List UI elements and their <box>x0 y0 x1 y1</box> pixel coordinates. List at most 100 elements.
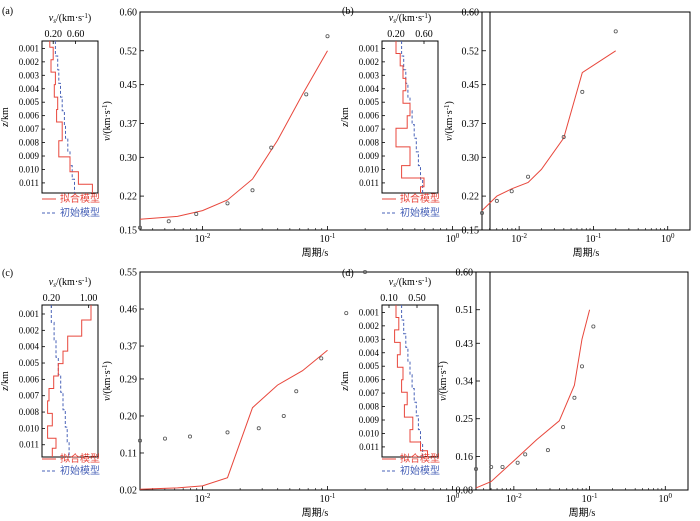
observed-point <box>473 467 478 472</box>
y-axis-exp: -1 <box>443 104 451 110</box>
depth-tick-label: 0.007 <box>359 124 380 134</box>
depth-axis-title: z/km <box>0 371 11 392</box>
panel-d: (d)vs/(km·s-1)0.10 0.500.0010.0020.0030.0… <box>340 268 689 519</box>
x-tick-label: 100 <box>446 492 460 505</box>
x-tick-base: 10 <box>659 494 669 505</box>
profile-x-tick-label: 1.00 <box>80 293 98 304</box>
x-tick-label: 10-2 <box>511 232 527 245</box>
dispersion-chart: 0.020.110.200.290.370.460.55v/(km·s-1)10… <box>101 268 491 519</box>
vs-axis-var: v <box>389 277 394 288</box>
depth-tick-label: 0.006 <box>359 111 380 121</box>
observed-point <box>166 219 171 224</box>
depth-tick-label: 0.008 <box>359 138 380 148</box>
observed-point <box>572 395 577 400</box>
x-tick-exp: 0 <box>669 492 673 500</box>
depth-tick-label: 0.008 <box>19 138 40 148</box>
depth-axis-var: z <box>0 123 11 128</box>
legend-init-label: 初始模型 <box>60 206 100 219</box>
x-tick-exp: -2 <box>521 232 527 240</box>
y-axis-exp: -1 <box>437 364 445 370</box>
y-tick-label: 0.60 <box>120 8 138 19</box>
velocity-profile: vs/(km·s-1) 0.20 0.60 0.001 0.002 0.003 0.004 0… <box>0 12 99 194</box>
depth-axis-title: z/km <box>340 371 351 392</box>
x-tick-base: 10 <box>661 234 671 245</box>
fit-model-line <box>395 41 425 193</box>
x-axis-title: 周期/s <box>573 247 600 259</box>
observed-point <box>545 448 550 453</box>
depth-tick-label: 0.009 <box>19 151 40 161</box>
y-tick-label: 0.20 <box>120 411 138 422</box>
depth-tick-label: 0.006 <box>19 111 40 121</box>
y-axis-unit: /(km·s <box>102 110 113 136</box>
panel-b: (b)vs/(km·s-1)0.20 0.600.0010.0020.0030.0… <box>340 6 691 259</box>
velocity-profile: vs/(km·s-1) 0.20 1.00 0.001 0.002 0.004 0.005 0… <box>0 276 99 458</box>
depth-axis-unit: /km <box>340 107 351 123</box>
dispersion-frame <box>139 11 491 231</box>
observed-point <box>281 413 286 418</box>
x-axis-title: 周期/s <box>302 507 329 519</box>
vs-axis-sub: s <box>393 17 396 25</box>
depth-tick-label: 0.002 <box>359 321 379 331</box>
y-tick-label: 0.16 <box>456 452 474 463</box>
vs-axis-close: ) <box>428 277 431 288</box>
init-model-line <box>401 305 424 457</box>
y-axis-close: ) <box>438 361 449 364</box>
y-axis-close: ) <box>444 101 455 104</box>
depth-tick-label: 0.010 <box>359 428 380 438</box>
x-tick-exp: -1 <box>330 492 336 500</box>
observed-point <box>523 452 528 457</box>
observed-point <box>137 438 142 443</box>
depth-tick-label: 0.010 <box>19 164 40 174</box>
observed-point <box>362 269 367 274</box>
fit-model-line <box>394 305 428 457</box>
y-tick-label: 0.25 <box>456 414 474 425</box>
vs-axis-title: vs/(km·s-1) <box>389 12 431 25</box>
x-tick-base: 10 <box>320 234 330 245</box>
vs-axis-exp: -1 <box>82 12 88 20</box>
fit-model-line <box>47 305 92 457</box>
y-tick-label: 0.15 <box>120 226 138 237</box>
y-tick-label: 0.37 <box>462 119 480 130</box>
observed-point <box>509 189 514 194</box>
legend-fit-label: 拟合模型 <box>60 452 100 465</box>
y-tick-label: 0.29 <box>120 374 138 385</box>
depth-tick-label: 0.011 <box>19 440 39 450</box>
depth-tick-label: 0.004 <box>19 342 40 352</box>
panel-c: (c)vs/(km·s-1)0.20 1.000.0010.0020.0040.0… <box>0 268 491 519</box>
profile-frame <box>41 304 99 458</box>
dispersion-frame <box>139 271 491 491</box>
init-model-line <box>401 41 424 193</box>
vs-axis-close: ) <box>88 13 91 24</box>
depth-tick-label: 0.008 <box>19 407 40 417</box>
observed-point <box>162 436 167 441</box>
depth-axis-title: z/km <box>0 107 11 128</box>
x-tick-label: 100 <box>446 232 460 245</box>
vs-axis-unit: /(km·s <box>396 13 422 24</box>
depth-tick-label: 0.001 <box>19 43 39 53</box>
y-tick-label: 0.45 <box>120 80 138 91</box>
observed-point <box>580 364 585 369</box>
observed-point <box>294 389 299 394</box>
y-axis-exp: -1 <box>101 104 109 110</box>
vs-axis-title: vs/(km·s-1) <box>389 276 431 289</box>
y-tick-label: 0.37 <box>120 119 138 130</box>
vs-axis-var: v <box>49 277 54 288</box>
depth-tick-label: 0.011 <box>19 178 39 188</box>
y-axis-title: v/(km·s-1) <box>101 101 113 141</box>
observed-point <box>325 34 330 39</box>
y-tick-label: 0.55 <box>120 268 138 279</box>
observed-point <box>613 29 618 34</box>
vs-axis-close: ) <box>88 277 91 288</box>
y-axis-var: v <box>444 136 455 141</box>
legend-fit-label: 拟合模型 <box>60 192 100 205</box>
depth-axis-var: z <box>340 387 351 392</box>
y-axis-title: v/(km·s-1) <box>101 361 113 401</box>
observed-point <box>225 201 230 206</box>
observed-point <box>561 425 566 430</box>
observed-point <box>225 430 230 435</box>
y-axis-close: ) <box>102 361 113 364</box>
vs-axis-exp: -1 <box>422 276 428 284</box>
depth-tick-label: 0.001 <box>359 43 379 53</box>
